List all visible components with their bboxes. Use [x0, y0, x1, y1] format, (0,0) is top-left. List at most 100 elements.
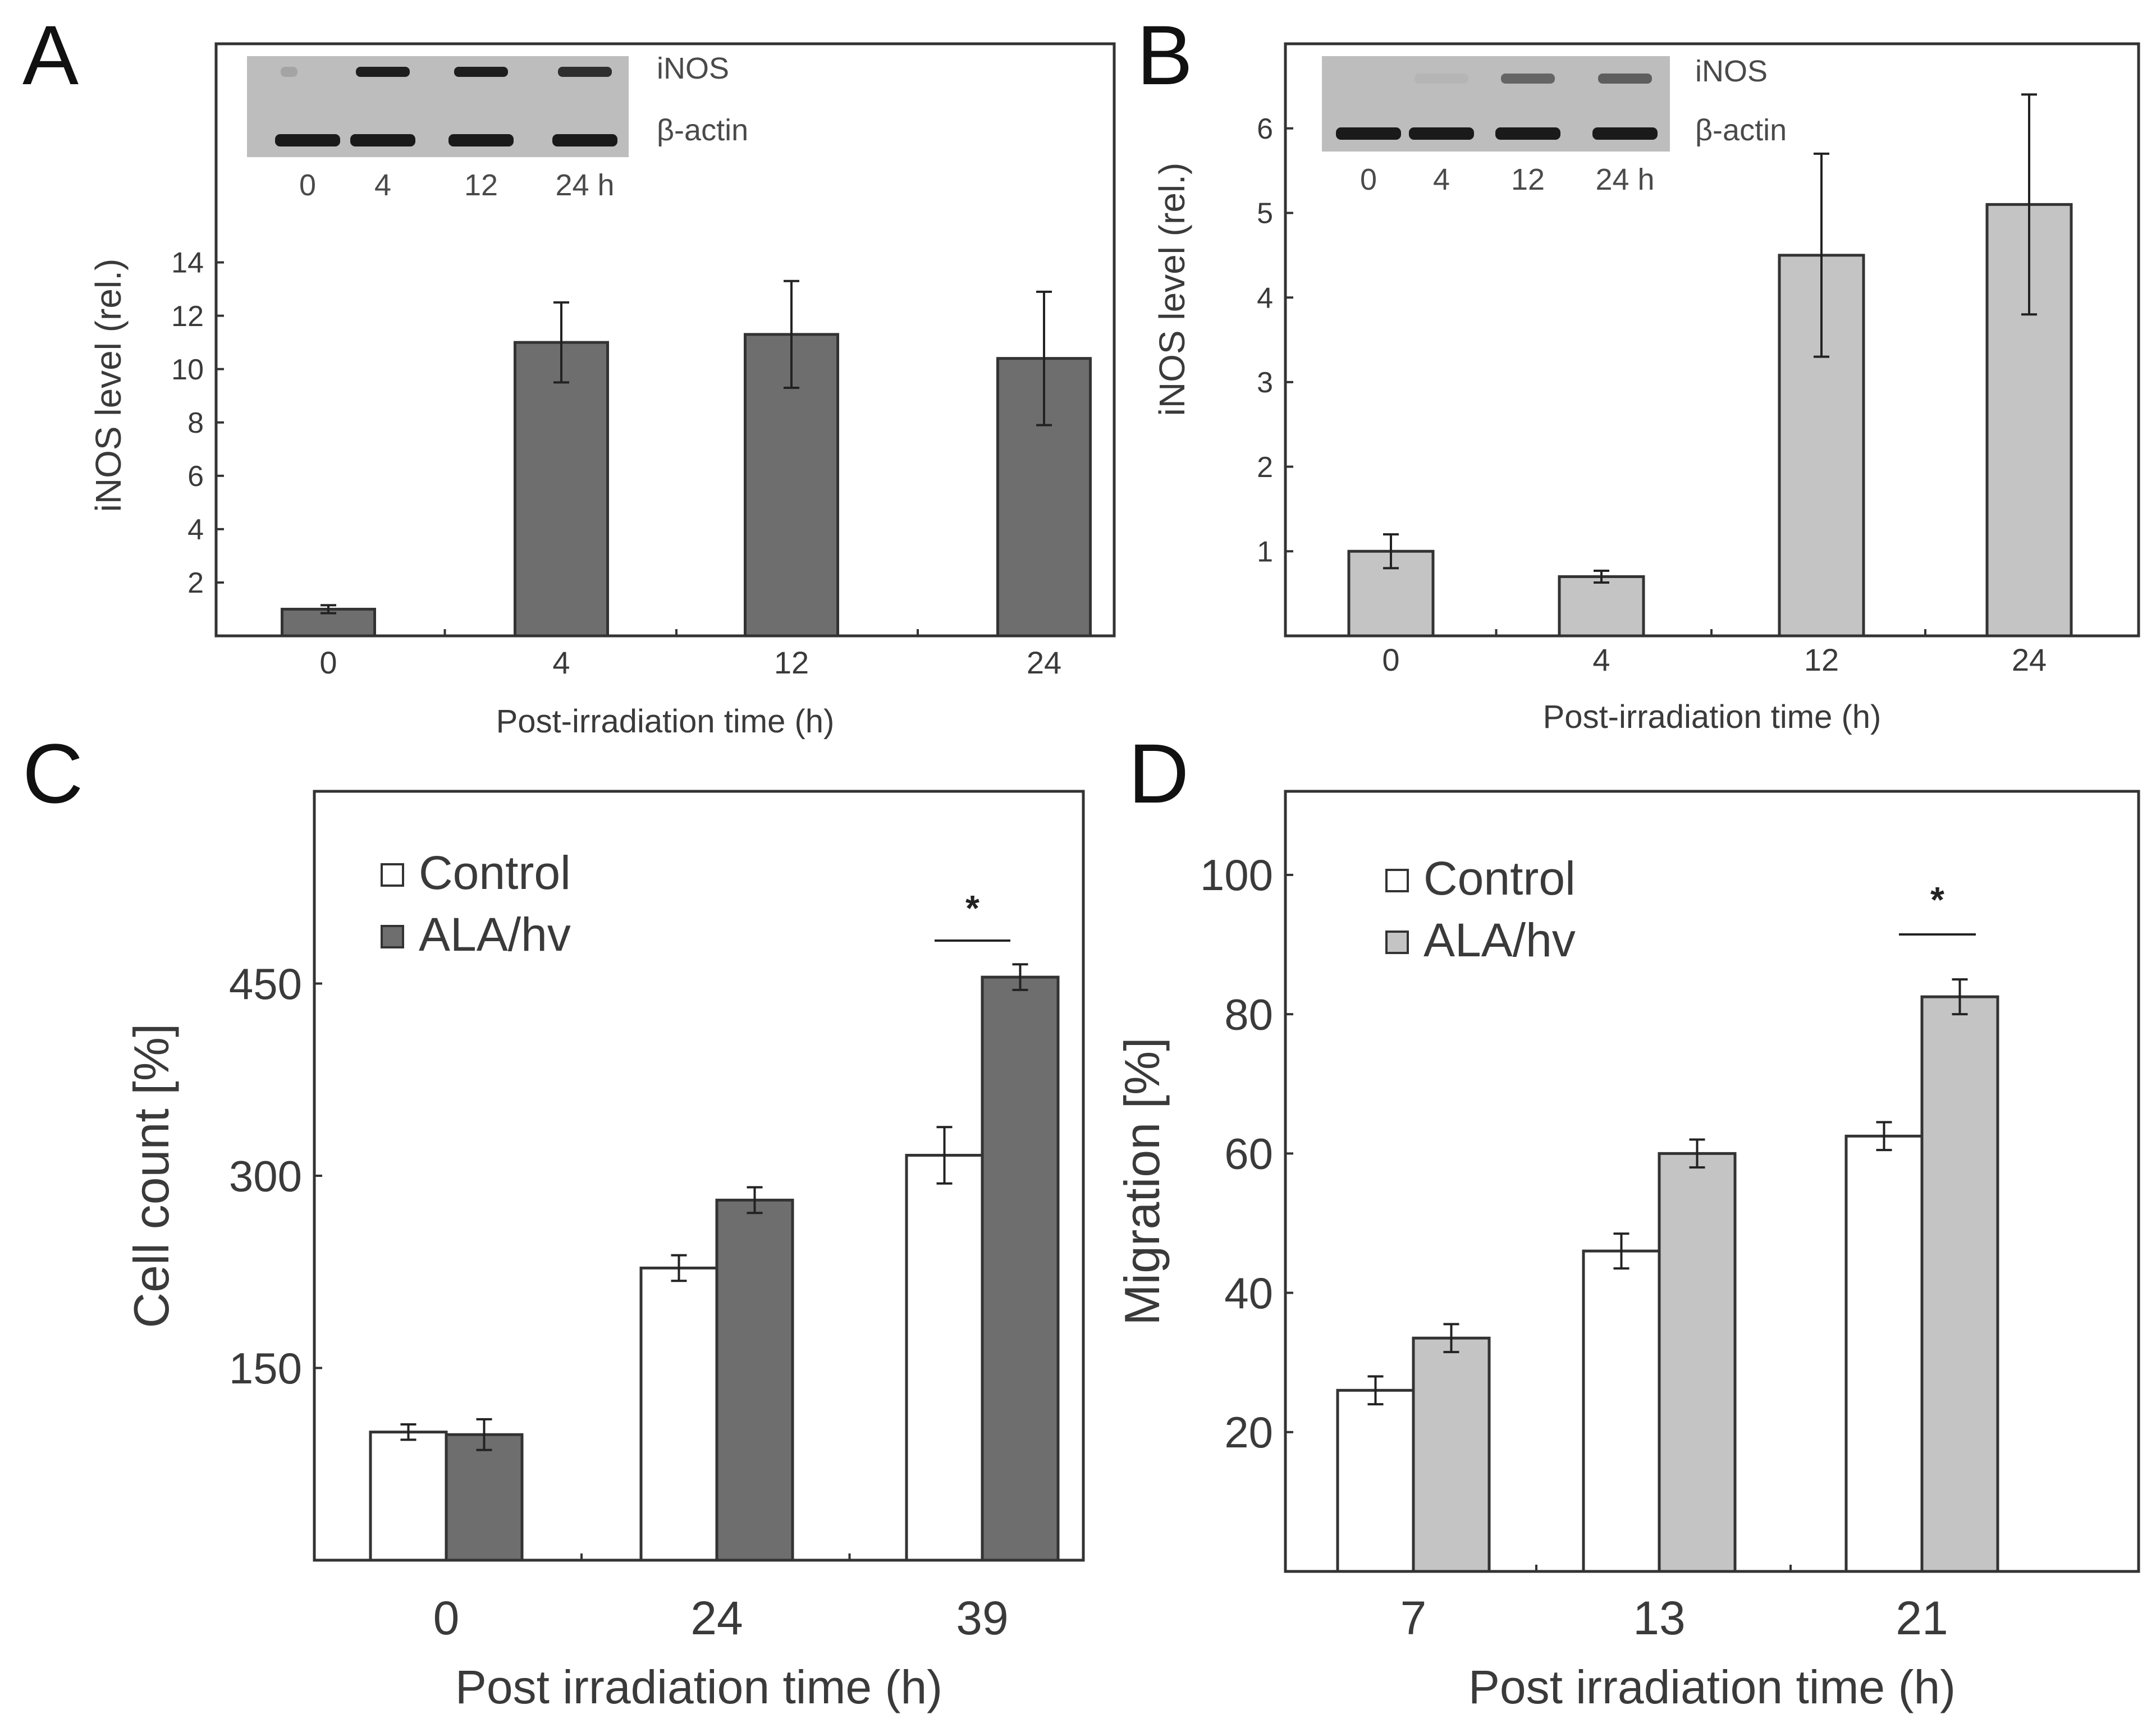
- significance-star: *: [965, 888, 979, 928]
- blot-band-inos: [356, 67, 410, 77]
- significance-bracket: *: [935, 888, 1010, 942]
- blot-band-actin: [1592, 127, 1658, 140]
- panel-label: B: [1137, 8, 1193, 102]
- y-axis-label: iNOS level (rel.): [1152, 163, 1192, 416]
- blot-lane-label: 12: [464, 168, 498, 202]
- error-bar: [1814, 152, 1829, 358]
- y-tick-label: 2: [187, 567, 204, 599]
- legend-swatch: [1385, 869, 1409, 892]
- blot-band-actin: [1336, 127, 1401, 140]
- x-tick-label: 24: [690, 1592, 743, 1644]
- bar-control-39: [905, 1153, 984, 1562]
- legend: Control ALA/hv: [1385, 852, 1576, 966]
- western-blot-inset: 0 4 12 24 h iNOS β-actin: [247, 52, 748, 202]
- blot-band-inos: [281, 67, 297, 77]
- y-tick-label: 14: [171, 247, 204, 279]
- error-bar: [476, 1418, 492, 1451]
- x-tick-label: 0: [1382, 642, 1399, 677]
- x-tick-label: 0: [319, 645, 337, 680]
- x-tick-label: 21: [1896, 1592, 1948, 1644]
- legend-swatch: [1385, 931, 1409, 954]
- x-tick-label: 4: [1592, 642, 1610, 677]
- legend-swatch: [381, 863, 404, 887]
- blot-band-actin: [1495, 127, 1560, 140]
- bar-ala-hv-13: [1658, 1152, 1737, 1573]
- x-tick-label: 24: [1027, 645, 1061, 680]
- x-axis-label: Post irradiation time (h): [1468, 1661, 1956, 1713]
- y-tick-label: 20: [1224, 1408, 1273, 1457]
- panel-c: C 150 300 450 0 24 39 Post irradiation time (h)…: [22, 726, 1085, 1713]
- error-bar: [1012, 963, 1028, 991]
- y-tick-label: 40: [1224, 1268, 1273, 1318]
- error-bar: [1876, 1121, 1892, 1152]
- x-tick-label: 12: [774, 645, 809, 680]
- x-tick-label: 4: [552, 645, 570, 680]
- y-tick-label: 80: [1224, 989, 1273, 1039]
- blot-lane-label: 24 h: [555, 168, 614, 202]
- legend: Control ALA/hv: [381, 846, 571, 961]
- blot-band-actin: [448, 134, 514, 146]
- plot-frame: [214, 42, 1116, 638]
- y-tick-label: 2: [1257, 451, 1273, 484]
- y-axis-label: Migration [%]: [1114, 1037, 1170, 1326]
- bar-control-7: [1336, 1388, 1415, 1573]
- bar-ala-hv-39: [981, 975, 1060, 1562]
- blot-band-actin: [275, 134, 340, 146]
- bar-ala-hv-0: [445, 1433, 524, 1562]
- blot-band-inos: [1415, 74, 1468, 84]
- blot-lane-label: 0: [299, 168, 316, 202]
- legend-swatch: [381, 925, 404, 948]
- y-tick-label: 6: [1257, 113, 1273, 145]
- panel-label: A: [22, 8, 79, 102]
- blot-band-inos: [1598, 74, 1652, 84]
- panel-d: D 20 40 60 80 100 7 13 21 Post irradiation time (…: [1114, 726, 2140, 1713]
- bar-ala-hv-7: [1412, 1336, 1491, 1573]
- bar-ala-hv-24: [715, 1198, 794, 1562]
- error-bar: [1383, 533, 1399, 570]
- bar-ala-hv-21: [1920, 995, 1999, 1573]
- y-tick-label: 60: [1224, 1129, 1273, 1179]
- y-tick-label: 6: [187, 460, 204, 493]
- y-tick-label: 150: [229, 1344, 302, 1393]
- panel-label: C: [22, 726, 83, 821]
- error-bar: [1594, 569, 1609, 584]
- y-tick-label: 100: [1200, 850, 1273, 900]
- x-tick-label: 0: [433, 1592, 460, 1644]
- x-axis-label: Post-irradiation time (h): [496, 703, 835, 740]
- y-tick-label: 4: [187, 514, 204, 546]
- blot-band-label: β-actin: [1695, 113, 1787, 147]
- bar-control-0: [369, 1431, 448, 1562]
- y-tick-label: 450: [229, 959, 302, 1009]
- error-bar: [1689, 1138, 1705, 1169]
- y-tick-label: 1: [1257, 535, 1273, 568]
- x-tick-label: 39: [956, 1592, 1008, 1644]
- blot-band-inos: [1501, 74, 1555, 84]
- bar-inos-4: [514, 341, 609, 638]
- blot-band-inos: [454, 67, 508, 77]
- error-bar: [936, 1126, 953, 1185]
- blot-band-label: iNOS: [657, 52, 729, 85]
- bar-control-13: [1582, 1249, 1661, 1573]
- y-tick-label: 12: [171, 300, 204, 333]
- error-bar: [2021, 93, 2037, 316]
- y-tick-label: 10: [171, 354, 204, 386]
- error-bar: [1952, 978, 1968, 1016]
- panel-label: D: [1128, 726, 1189, 821]
- y-tick-label: 8: [187, 407, 204, 439]
- blot-band-actin: [1409, 127, 1474, 140]
- error-bar: [1367, 1375, 1384, 1406]
- y-axis-label: Cell count [%]: [123, 1024, 179, 1328]
- error-bar: [784, 279, 799, 389]
- y-tick-label: 3: [1257, 366, 1273, 399]
- x-tick-label: 13: [1633, 1592, 1685, 1644]
- error-bar: [1443, 1323, 1459, 1354]
- error-bar: [671, 1254, 687, 1282]
- legend-label: ALA/hv: [1423, 914, 1576, 966]
- significance-bracket: *: [1899, 879, 1976, 936]
- bar-control-21: [1844, 1134, 1924, 1573]
- bar-inos-4: [1558, 575, 1645, 638]
- x-axis-label: Post irradiation time (h): [455, 1661, 942, 1713]
- x-axis-label: Post-irradiation time (h): [1543, 699, 1882, 735]
